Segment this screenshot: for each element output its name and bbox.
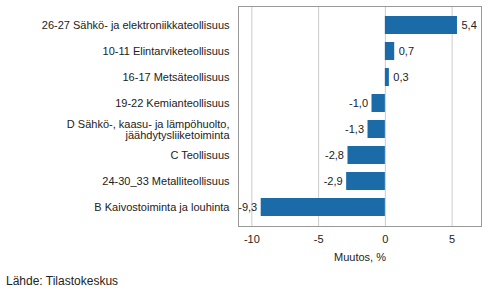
- svg-text:5: 5: [449, 233, 455, 245]
- svg-text:16-17 Metsäteollisuus: 16-17 Metsäteollisuus: [122, 71, 230, 83]
- html-text:Lähde: Tilastokeskus: Lähde: Tilastokeskus: [6, 274, 119, 288]
- svg-text:-9,3: -9,3: [238, 201, 257, 213]
- svg-text:0: 0: [382, 233, 388, 245]
- svg-text:Muutos, %: Muutos, %: [334, 251, 386, 263]
- svg-text:19-22 Kemianteollisuus: 19-22 Kemianteollisuus: [115, 97, 230, 109]
- svg-text:-5: -5: [314, 233, 324, 245]
- svg-text:26-27 Sähkö- ja elektroniikkat: 26-27 Sähkö- ja elektroniikkateollisuus: [42, 19, 230, 31]
- svg-text:-2,9: -2,9: [324, 175, 343, 187]
- svg-text:5,4: 5,4: [461, 19, 476, 31]
- svg-text:-1,3: -1,3: [345, 123, 364, 135]
- svg-text:-2,8: -2,8: [325, 149, 344, 161]
- svg-text:C Teollisuus: C Teollisuus: [170, 149, 230, 161]
- svg-text:10-11 Elintarviketeollisuus: 10-11 Elintarviketeollisuus: [103, 45, 230, 57]
- svg-text:24-30_33 Metalliteollisuus: 24-30_33 Metalliteollisuus: [102, 175, 230, 187]
- svg-text:D Sähkö-, kaasu- ja lämpöhuolt: D Sähkö-, kaasu- ja lämpöhuolto,jäähdyty…: [67, 118, 231, 141]
- svg-text:-1,0: -1,0: [349, 97, 368, 109]
- svg-text:0,3: 0,3: [393, 71, 408, 83]
- svg-text:-10: -10: [244, 233, 260, 245]
- svg-text:0,7: 0,7: [399, 45, 414, 57]
- svg-text:B Kaivostoiminta ja louhinta: B Kaivostoiminta ja louhinta: [94, 201, 230, 213]
